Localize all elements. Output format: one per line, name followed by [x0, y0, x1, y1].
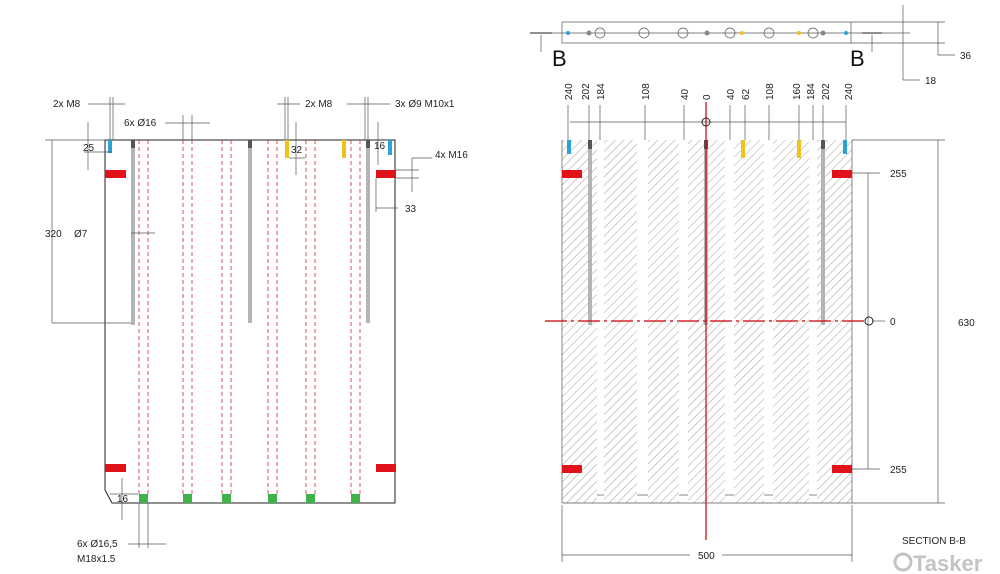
top-dim-label: 240 — [844, 83, 855, 100]
top-dim-label: 40 — [726, 88, 737, 100]
origin-marker — [864, 316, 874, 326]
top-dim-label: 184 — [806, 83, 817, 100]
top-view: B B 36 18 — [530, 5, 972, 87]
thread18-label: M18x1.5 — [77, 554, 116, 565]
dim-32: 32 — [291, 145, 303, 156]
dim-255-bottom: 255 — [890, 465, 907, 476]
top-view-holes — [566, 27, 848, 39]
dim-25: 25 — [83, 143, 95, 154]
top-dim-label: 108 — [765, 83, 776, 100]
m8-left-label: 2x M8 — [53, 99, 81, 110]
bore165-label: 6x Ø16,5 — [77, 539, 118, 550]
dim-500: 500 — [698, 551, 715, 562]
dim-18: 18 — [925, 76, 937, 87]
red-thread — [105, 170, 126, 178]
dim-16-bottom: 16 — [117, 494, 129, 505]
svg-text:Tasker: Tasker — [913, 551, 983, 574]
red-thread — [105, 464, 126, 472]
top-dim-label: 202 — [581, 83, 592, 100]
gray-bore — [366, 140, 370, 323]
gray-bore — [248, 140, 252, 323]
top-dim-label: 184 — [596, 83, 607, 100]
dim-630: 630 — [958, 318, 975, 329]
top-dim-label: 62 — [741, 88, 752, 100]
watermark-logo: Tasker — [893, 551, 983, 574]
top-dim-label: 0 — [702, 94, 713, 100]
section-title: SECTION B-B — [902, 536, 966, 547]
top-dim-label: 160 — [792, 83, 803, 100]
gray-bore — [131, 140, 135, 325]
top-dim-label: 108 — [641, 83, 652, 100]
front-view: 320 Ø7 2x M8 6x Ø16 25 2x M8 32 3x Ø9 M1… — [45, 97, 468, 565]
dashed-bores — [138, 140, 361, 494]
top-dim-label: 202 — [821, 83, 832, 100]
red-thread — [376, 170, 396, 178]
blue-hole — [108, 140, 112, 153]
dim-16-top: 16 — [374, 141, 386, 152]
section-view: 240 202 184 108 40 0 40 62 108 160 184 2… — [545, 83, 975, 562]
dim-255-top: 255 — [890, 169, 907, 180]
yellow-hole — [342, 140, 346, 158]
dim-36: 36 — [960, 51, 972, 62]
top-dim-label: 240 — [564, 83, 575, 100]
section-mark-left: B — [552, 46, 567, 71]
m10-label: 3x Ø9 M10x1 — [395, 99, 455, 110]
dim-320: 320 — [45, 229, 62, 240]
yellow-hole — [285, 140, 289, 158]
top-dim-ticks — [567, 105, 847, 140]
bore16-label: 6x Ø16 — [124, 118, 157, 129]
top-dim-labels: 240 202 184 108 40 0 40 62 108 160 184 2… — [564, 83, 855, 100]
blue-hole — [388, 140, 392, 155]
dia7-label: Ø7 — [74, 229, 88, 240]
red-thread — [376, 464, 396, 472]
m8-mid-label: 2x M8 — [305, 99, 333, 110]
origin-marker — [701, 117, 711, 127]
green-threads — [139, 494, 360, 503]
dim-33: 33 — [405, 204, 417, 215]
top-dim-label: 40 — [680, 88, 691, 100]
section-mark-right: B — [850, 46, 865, 71]
m16-label: 4x M16 — [435, 150, 468, 161]
dim-0: 0 — [890, 317, 896, 328]
front-outline — [104, 139, 396, 504]
